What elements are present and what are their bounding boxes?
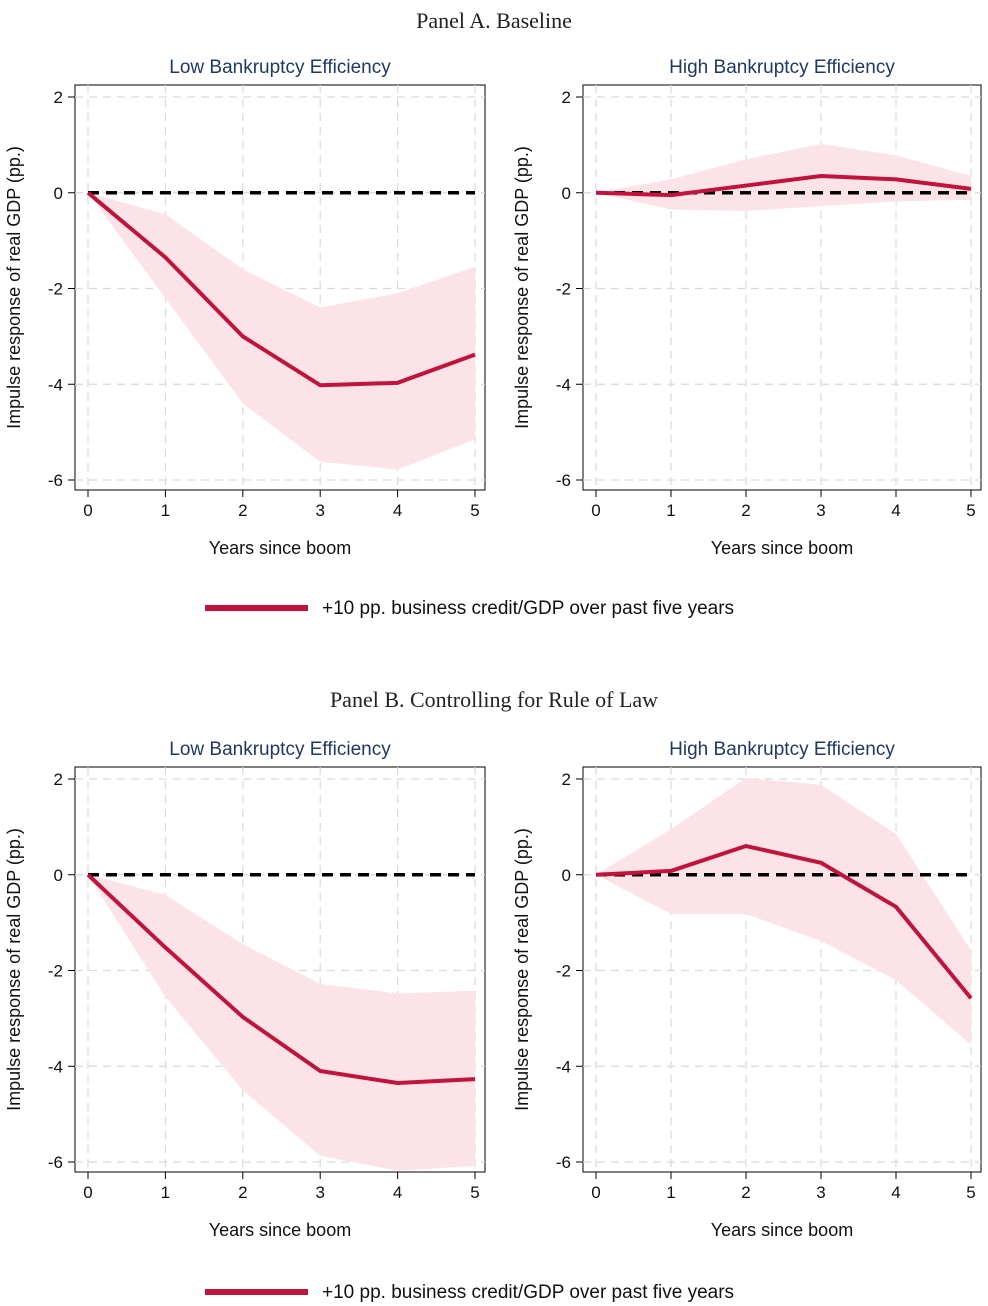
x-axis-label: Years since boom — [711, 1220, 853, 1240]
y-tick-label: -4 — [556, 1057, 571, 1076]
panel-b-title: Panel B. Controlling for Rule of Law — [330, 687, 658, 712]
y-tick-label: -6 — [556, 471, 571, 490]
y-tick-label: 0 — [54, 184, 63, 203]
y-axis-label: Impulse response of real GDP (pp.) — [512, 146, 532, 429]
series-line — [86, 191, 476, 388]
plot-frame — [74, 766, 486, 1173]
confidence-band — [88, 874, 475, 1171]
y-tick-label: 2 — [562, 770, 571, 789]
subplot-title: High Bankruptcy Efficiency — [669, 57, 895, 78]
x-axis-label: Years since boom — [209, 538, 351, 558]
y-tick-label: 0 — [562, 866, 571, 885]
x-axis-label: Years since boom — [209, 1220, 351, 1240]
y-tick-label: 2 — [562, 88, 571, 107]
chart-panel-b-high: 0 1 2 3 4 5 2 0 -2 -4 -6 High Bankruptcy Efficiency… — [512, 739, 982, 1240]
series-line — [595, 173, 972, 198]
legend-panel-b: +10 pp. business credit/GDP over past fi… — [205, 1282, 734, 1303]
x-tick-label: 4 — [891, 1183, 900, 1202]
legend-label: +10 pp. business credit/GDP over past fi… — [322, 598, 734, 619]
plot-frame — [74, 84, 486, 491]
x-tick-label: 1 — [161, 501, 170, 520]
panel-a-title: Panel A. Baseline — [416, 8, 572, 33]
y-tick-label: 0 — [562, 184, 571, 203]
x-tick-label: 0 — [591, 1183, 600, 1202]
confidence-band — [596, 778, 971, 1045]
y-tick-label: 2 — [54, 88, 63, 107]
x-tick-label: 5 — [470, 501, 479, 520]
y-tick-label: -2 — [556, 962, 571, 981]
x-tick-label: 4 — [393, 1183, 402, 1202]
subplot-title: Low Bankruptcy Efficiency — [169, 57, 391, 78]
x-tick-label: 0 — [83, 501, 92, 520]
x-tick-label: 1 — [161, 1183, 170, 1202]
y-axis-label: Impulse response of real GDP (pp.) — [512, 828, 532, 1111]
y-tick-label: -4 — [48, 1057, 63, 1076]
x-tick-label: 3 — [315, 501, 324, 520]
x-tick-label: 5 — [966, 1183, 975, 1202]
y-tick-label: 2 — [54, 770, 63, 789]
y-axis-label: Impulse response of real GDP (pp.) — [4, 828, 24, 1111]
x-tick-label: 3 — [816, 501, 825, 520]
y-tick-label: -6 — [48, 471, 63, 490]
subplot-title: High Bankruptcy Efficiency — [669, 739, 895, 760]
y-tick-label: 0 — [54, 866, 63, 885]
confidence-band — [88, 192, 475, 470]
legend-panel-a: +10 pp. business credit/GDP over past fi… — [205, 598, 734, 619]
y-tick-label: -2 — [48, 280, 63, 299]
y-tick-label: -4 — [556, 375, 571, 394]
x-tick-label: 4 — [891, 501, 900, 520]
x-tick-label: 0 — [591, 501, 600, 520]
y-tick-label: -6 — [556, 1153, 571, 1172]
legend-label: +10 pp. business credit/GDP over past fi… — [322, 1282, 734, 1303]
plot-frame — [582, 84, 982, 491]
x-tick-label: 2 — [238, 1183, 247, 1202]
chart-panel-a-high: 0 1 2 3 4 5 2 0 -2 -4 -6 High Bankruptcy Efficiency… — [512, 57, 982, 558]
y-tick-label: -6 — [48, 1153, 63, 1172]
y-tick-label: -2 — [48, 962, 63, 981]
chart-panel-b-low: 0 1 2 3 4 5 2 0 -2 -4 -6 Low Bankruptcy Efficiency Y… — [4, 739, 486, 1240]
x-tick-label: 2 — [238, 501, 247, 520]
series-line — [86, 873, 476, 1086]
x-tick-label: 1 — [666, 1183, 675, 1202]
x-tick-label: 1 — [666, 501, 675, 520]
y-tick-label: -4 — [48, 375, 63, 394]
plot-frame — [582, 766, 982, 1173]
y-axis-label: Impulse response of real GDP (pp.) — [4, 146, 24, 429]
x-tick-label: 0 — [83, 1183, 92, 1202]
chart-panel-a-low: 0 1 2 3 4 5 2 0 -2 -4 -6 Low Bankruptcy Efficiency Y… — [4, 57, 486, 558]
x-tick-label: 4 — [393, 501, 402, 520]
y-tick-label: -2 — [556, 280, 571, 299]
series-line — [595, 844, 973, 1000]
x-tick-label: 2 — [741, 501, 750, 520]
x-tick-label: 5 — [470, 1183, 479, 1202]
x-tick-label: 3 — [816, 1183, 825, 1202]
x-tick-label: 5 — [966, 501, 975, 520]
subplot-title: Low Bankruptcy Efficiency — [169, 739, 391, 760]
confidence-band — [596, 143, 971, 211]
x-axis-label: Years since boom — [711, 538, 853, 558]
x-tick-label: 2 — [741, 1183, 750, 1202]
x-tick-label: 3 — [315, 1183, 324, 1202]
